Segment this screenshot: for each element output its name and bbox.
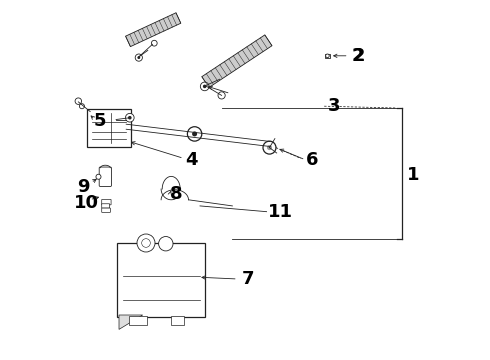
Text: 4: 4 — [186, 151, 198, 169]
Text: 3: 3 — [328, 97, 340, 115]
Text: 9: 9 — [77, 178, 90, 196]
Text: 10: 10 — [74, 194, 99, 212]
Text: 5: 5 — [94, 112, 106, 130]
Circle shape — [192, 131, 197, 136]
Text: 1: 1 — [407, 166, 419, 184]
Circle shape — [200, 82, 209, 91]
Circle shape — [142, 239, 150, 247]
Text: 7: 7 — [242, 270, 254, 288]
Circle shape — [124, 125, 128, 129]
Polygon shape — [119, 315, 143, 329]
Circle shape — [267, 145, 272, 150]
Circle shape — [135, 54, 143, 61]
Circle shape — [326, 54, 329, 58]
Circle shape — [187, 127, 202, 141]
Circle shape — [263, 141, 276, 154]
Text: 8: 8 — [170, 185, 182, 203]
FancyBboxPatch shape — [325, 54, 330, 58]
Text: 2: 2 — [351, 47, 364, 65]
Circle shape — [137, 56, 140, 59]
Text: 11: 11 — [269, 203, 294, 221]
FancyBboxPatch shape — [102, 208, 110, 212]
FancyBboxPatch shape — [117, 243, 205, 317]
Polygon shape — [202, 35, 272, 87]
Polygon shape — [125, 13, 181, 47]
Circle shape — [128, 116, 132, 120]
FancyBboxPatch shape — [99, 167, 111, 186]
Circle shape — [79, 104, 84, 109]
FancyBboxPatch shape — [102, 199, 111, 205]
FancyBboxPatch shape — [129, 316, 147, 325]
Circle shape — [121, 122, 131, 132]
Circle shape — [218, 92, 225, 99]
Text: 6: 6 — [306, 151, 318, 169]
FancyBboxPatch shape — [87, 109, 131, 147]
FancyBboxPatch shape — [102, 204, 110, 208]
Circle shape — [203, 85, 206, 88]
Circle shape — [151, 40, 157, 46]
FancyBboxPatch shape — [171, 316, 184, 325]
Circle shape — [159, 237, 173, 251]
Text: 2: 2 — [353, 47, 366, 65]
Circle shape — [137, 234, 155, 252]
Circle shape — [125, 113, 134, 122]
Circle shape — [75, 98, 81, 104]
Circle shape — [96, 174, 101, 179]
